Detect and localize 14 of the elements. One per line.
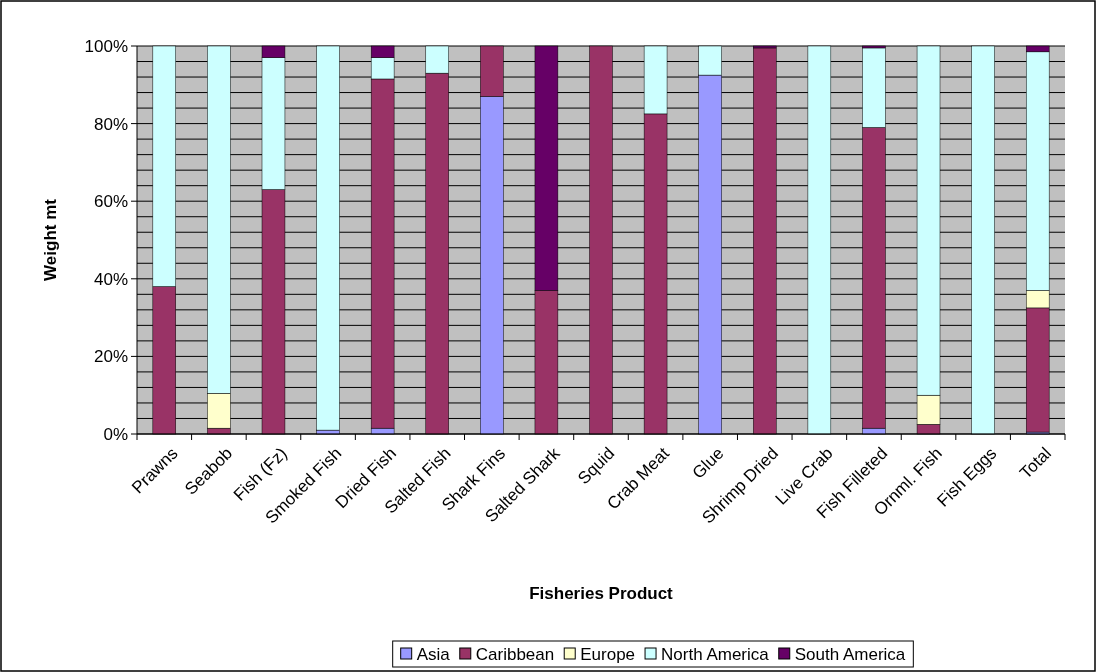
legend-label: Europe [580, 644, 636, 664]
legend-label: South America [794, 644, 906, 664]
y-tick-label: 20% [93, 347, 128, 367]
y-axis-title: Weight mt [41, 198, 60, 281]
legend-label: Asia [416, 644, 451, 664]
y-tick-label: 60% [93, 192, 128, 212]
x-tick-label: Glue [688, 443, 728, 483]
y-tick-label: 80% [93, 114, 128, 134]
y-tick-label: 0% [103, 424, 128, 444]
y-tick-label: 40% [93, 269, 128, 289]
legend-label: North America [661, 644, 770, 664]
y-tick-label: 100% [84, 36, 128, 56]
x-axis-title: Fisheries Product [529, 584, 674, 603]
legend-label: Caribbean [475, 644, 555, 664]
